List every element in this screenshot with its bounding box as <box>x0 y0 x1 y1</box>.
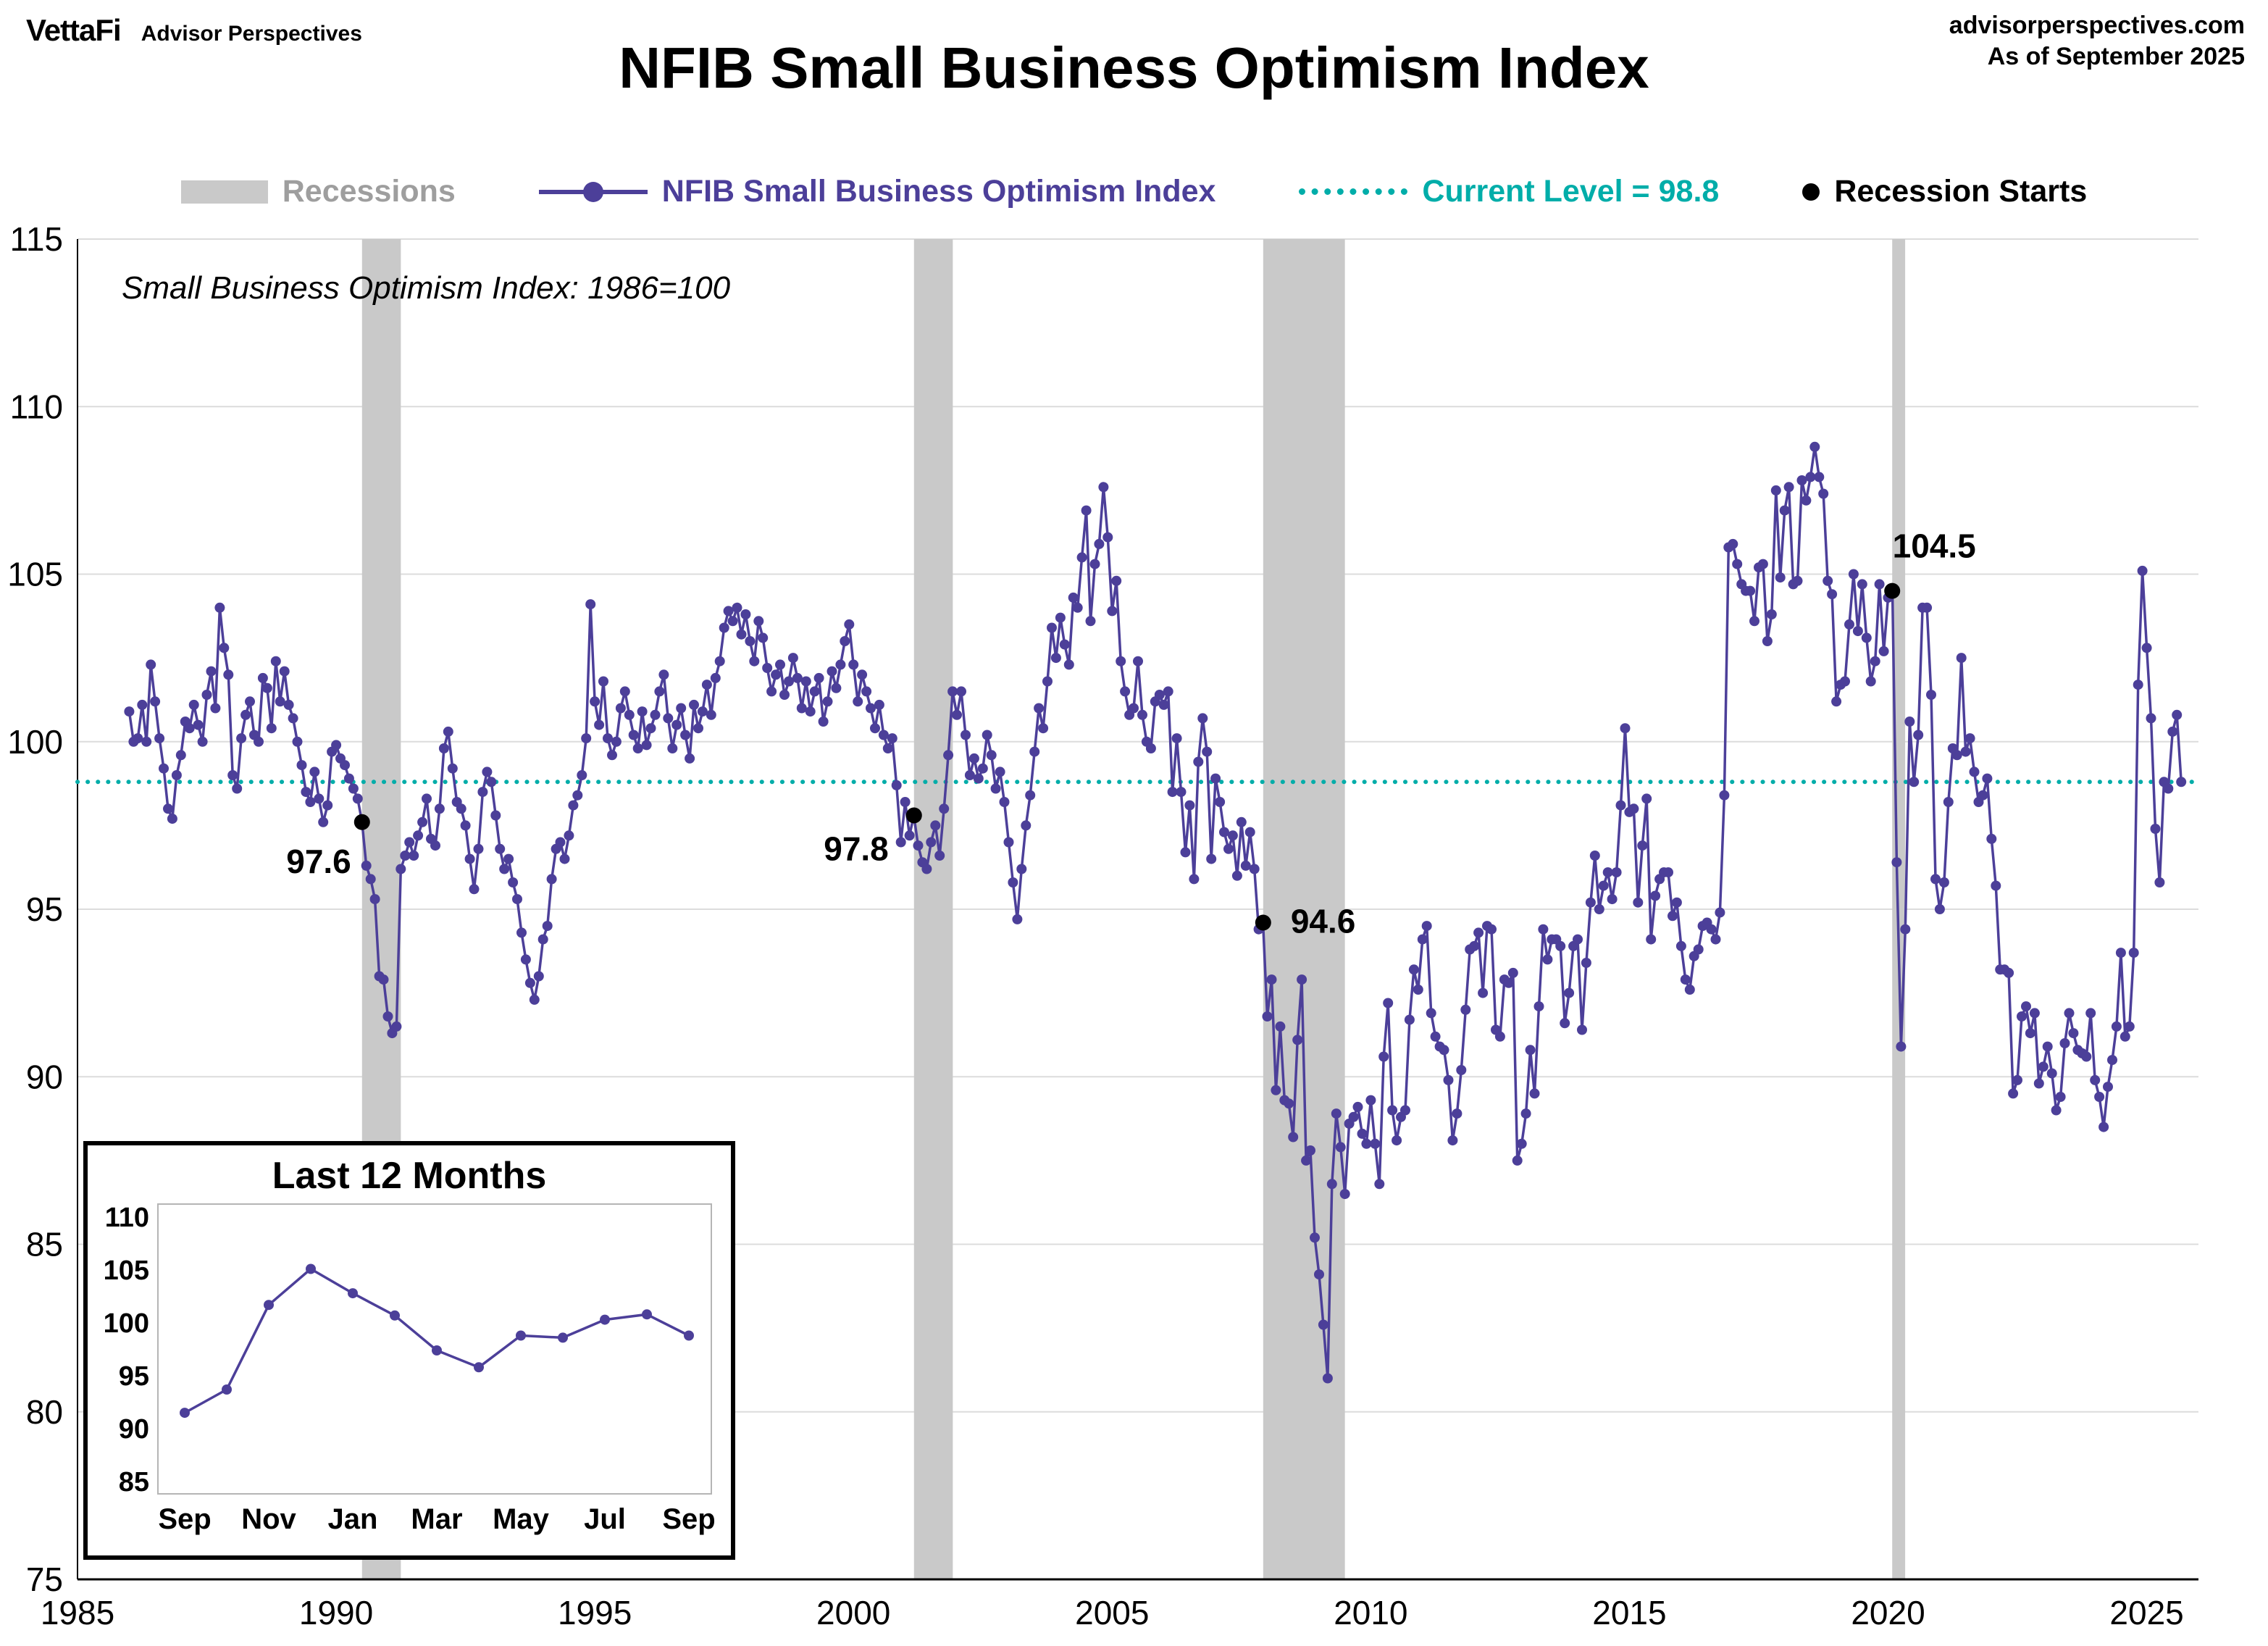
inset-y-tick: 90 <box>119 1414 149 1445</box>
inset-y-tick: 95 <box>119 1361 149 1392</box>
recession-start-label: 104.5 <box>1893 527 1976 565</box>
inset-series-markers <box>180 1263 694 1419</box>
inset-box <box>83 1141 735 1560</box>
inset-x-tick: Jul <box>584 1503 626 1535</box>
inset-x-tick: May <box>493 1503 550 1535</box>
nfib-series-markers <box>124 441 2187 1384</box>
advisor-perspectives-label: Advisor Perspectives <box>141 22 362 46</box>
x-tick-label: 2025 <box>2109 1594 2183 1632</box>
inset-y-tick: 100 <box>104 1308 149 1339</box>
inset-x-tick: Jan <box>328 1503 378 1535</box>
x-tick-label: 1995 <box>558 1594 632 1632</box>
y-tick-label: 75 <box>26 1561 63 1598</box>
legend-label-current-level: Current Level = 98.8 <box>1422 174 1720 209</box>
inset-y-tick: 110 <box>105 1203 149 1233</box>
recession-start-dot-icon <box>1802 183 1820 201</box>
y-tick-label: 110 <box>10 388 63 425</box>
legend-item-recessions: Recessions <box>180 174 456 209</box>
inset-plot-frame <box>157 1203 712 1495</box>
legend-item-current-level: Current Level = 98.8 <box>1299 174 1719 209</box>
y-tick-label: 80 <box>26 1393 63 1431</box>
inset-y-tick: 85 <box>119 1467 149 1497</box>
series-marker-icon <box>582 181 603 202</box>
legend-label-recession-starts: Recession Starts <box>1834 174 2088 209</box>
dotted-line-icon <box>1299 188 1408 195</box>
x-tick-label: 2000 <box>816 1594 890 1632</box>
inset-x-tick: Nov <box>241 1503 296 1535</box>
recession-start-label: 97.8 <box>824 830 889 868</box>
recession-start-markers: 97.6 97.8 94.6 104.5 <box>286 527 1976 940</box>
site-url: advisorperspectives.com <box>1949 12 2245 39</box>
y-tick-label: 90 <box>26 1058 63 1095</box>
legend-label-recessions: Recessions <box>282 174 456 209</box>
recession-band-icon <box>180 180 268 204</box>
x-tick-label: 1990 <box>299 1594 373 1632</box>
y-tick-label: 100 <box>7 723 63 761</box>
as-of-date: As of September 2025 <box>1987 42 2245 70</box>
recession-start-label: 97.6 <box>286 843 351 880</box>
series-line-icon <box>538 181 648 202</box>
index-base-note: Small Business Optimism Index: 1986=100 <box>122 270 731 306</box>
x-tick-label: 2020 <box>1851 1594 1925 1632</box>
inset-title: Last 12 Months <box>272 1155 547 1197</box>
source-info: advisorperspectives.com As of September … <box>1949 10 2245 72</box>
legend-label-nfib-series: NFIB Small Business Optimism Index <box>661 174 1216 209</box>
legend-item-nfib-series: NFIB Small Business Optimism Index <box>538 174 1216 209</box>
inset-x-tick: Sep <box>662 1503 715 1535</box>
branding: VettaFi Advisor Perspectives <box>26 13 362 48</box>
x-tick-label: 2005 <box>1075 1594 1149 1632</box>
legend-item-recession-starts: Recession Starts <box>1802 174 2087 209</box>
legend: Recessions NFIB Small Business Optimism … <box>0 174 2268 209</box>
inset-x-tick: Sep <box>158 1503 211 1535</box>
vettafi-logo: VettaFi <box>26 13 122 47</box>
chart-title: NFIB Small Business Optimism Index <box>619 35 1649 100</box>
x-tick-label: 2010 <box>1334 1594 1407 1632</box>
y-tick-label: 105 <box>7 556 63 593</box>
inset-y-tick: 105 <box>104 1256 149 1286</box>
y-tick-label: 95 <box>26 890 63 928</box>
recession-start-label: 94.6 <box>1291 903 1356 940</box>
x-tick-label: 1985 <box>41 1594 114 1632</box>
y-tick-label: 85 <box>26 1226 63 1263</box>
x-tick-label: 2015 <box>1592 1594 1666 1632</box>
y-tick-label: 115 <box>10 220 63 258</box>
inset-x-tick: Mar <box>411 1503 462 1535</box>
